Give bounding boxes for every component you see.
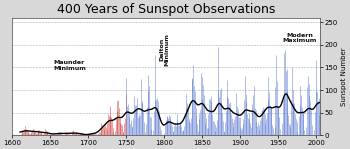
Title: 400 Years of Sunspot Observations: 400 Years of Sunspot Observations [57,3,275,17]
Text: Modern
Maximum: Modern Maximum [282,33,317,43]
Text: Dalton
Minimum: Dalton Minimum [159,33,170,66]
Y-axis label: Sunspot Number: Sunspot Number [341,47,346,106]
Text: Maunder
Minimum: Maunder Minimum [53,60,86,71]
